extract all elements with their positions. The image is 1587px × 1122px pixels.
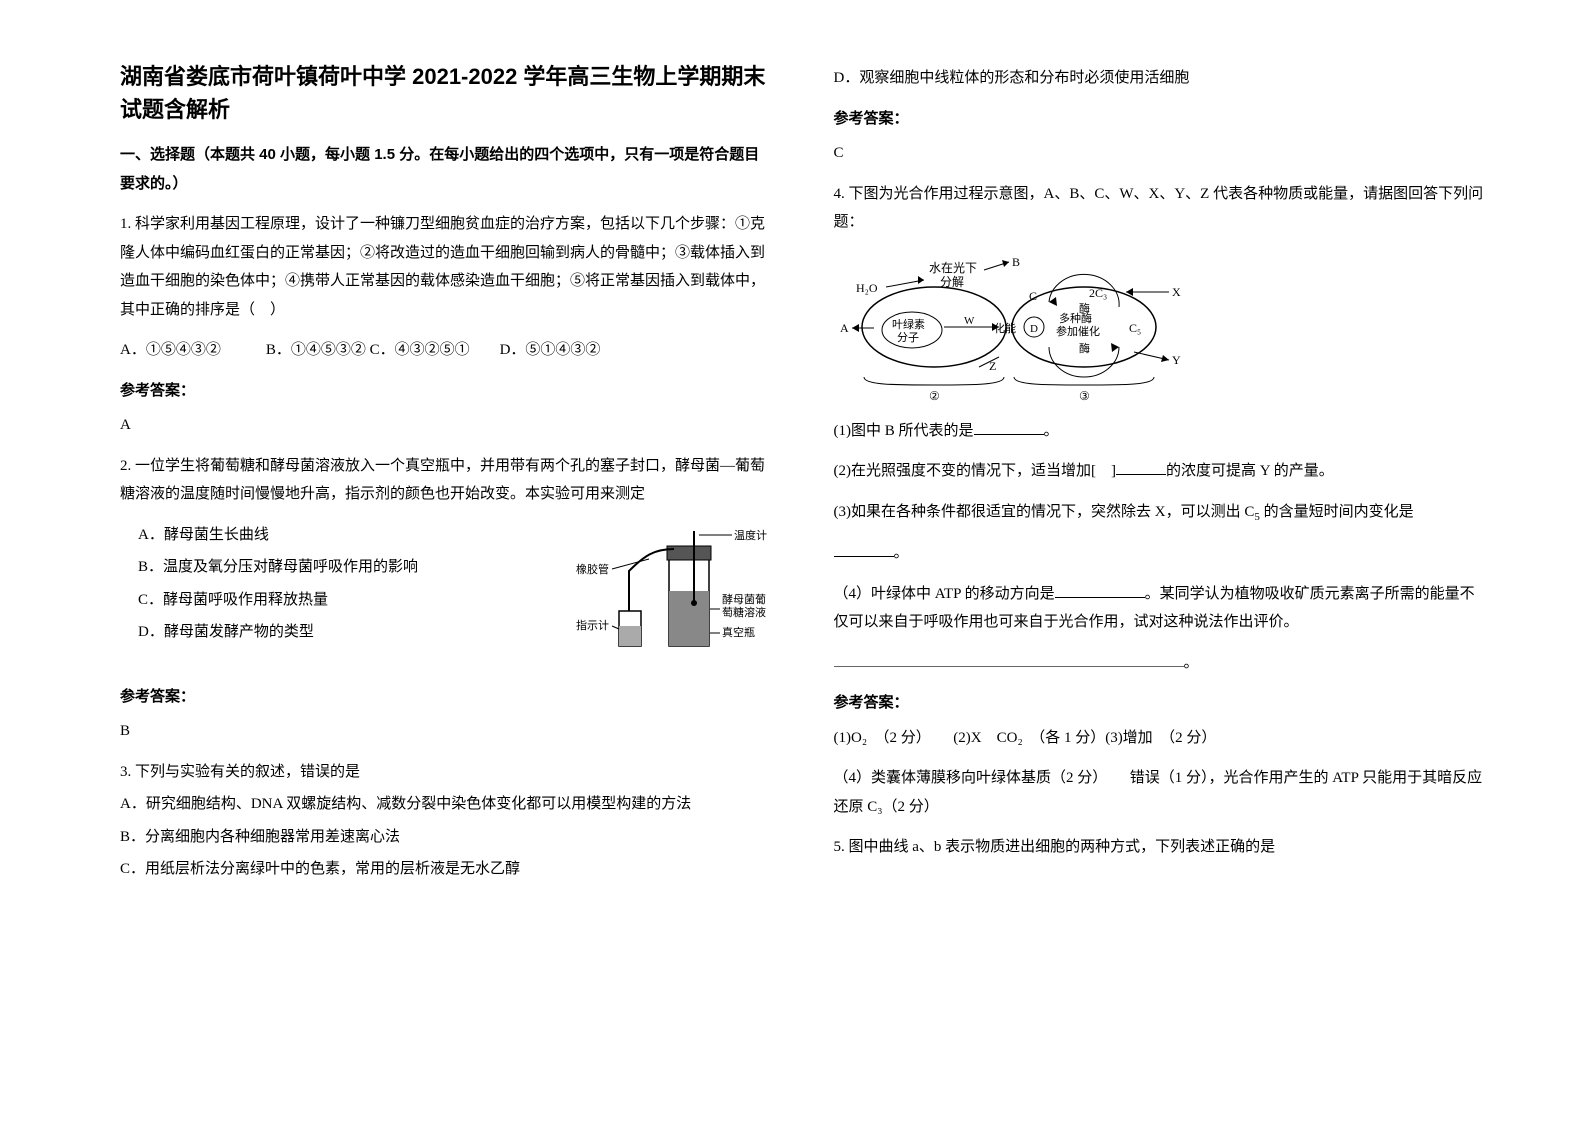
q3-optC: C．用纸层析法分离绿叶中的色素，常用的层析液是无水乙醇	[120, 855, 774, 884]
q4-figure: ② ③ H₂O 水在光下 分解 B C 2C₃ X A	[834, 252, 1184, 402]
svg-text:A: A	[840, 321, 849, 335]
q1-answer-label: 参考答案：	[120, 377, 774, 406]
section-count: 40	[259, 146, 276, 163]
q4-blank3	[834, 542, 894, 557]
left-column: 湖南省娄底市荷叶镇荷叶中学 2021-2022 学年高三生物上学期期末试题含解析…	[100, 60, 804, 1082]
fig-thermo-label: 温度计	[734, 528, 767, 542]
fig-vacuum-label: 真空瓶	[722, 625, 755, 639]
q3-optA: A．研究细胞结构、DNA 双螺旋结构、减数分裂中染色体变化都可以用模型构建的方法	[120, 790, 774, 819]
svg-text:C₅: C₅	[1129, 321, 1141, 335]
svg-text:叶绿素: 叶绿素	[892, 317, 925, 331]
q4-sub1: (1)图中 B 所代表的是 。	[834, 417, 1488, 446]
svg-text:X: X	[1172, 285, 1181, 299]
fig-glucose-label: 萄糖溶液	[722, 605, 766, 619]
svg-text:W: W	[964, 315, 975, 327]
q4-sub2-pre: (2)在光照强度不变的情况下，适当增加[ ]	[834, 463, 1116, 479]
q3-optD: D．观察细胞中线粒体的形态和分布时必须使用活细胞	[834, 64, 1488, 93]
q5-text: 5. 图中曲线 a、b 表示物质进出细胞的两种方式，下列表述正确的是	[834, 833, 1488, 862]
section-mid: 小题，每小题	[276, 146, 374, 163]
svg-text:分解: 分解	[940, 275, 964, 289]
q2-options-wrap: 橡胶管 指示计 温度计 酵母菌葡 萄糖溶液 真空瓶 A．酵母菌生长曲线 B．温度…	[120, 521, 774, 671]
q4-sub4: （4）叶绿体中 ATP 的移动方向是。某同学认为植物吸收矿质元素离子所需的能量不…	[834, 580, 1488, 637]
q4-answer-label: 参考答案：	[834, 689, 1488, 718]
q1-options: A．①⑤④③② B．①④⑤③② C．④③②⑤① D．⑤①④③②	[120, 336, 774, 365]
svg-text:Z: Z	[989, 359, 996, 373]
document-title: 湖南省娄底市荷叶镇荷叶中学 2021-2022 学年高三生物上学期期末试题含解析	[120, 60, 774, 126]
q4-answer1: (1)O₂ （2 分） (2)X CO₂ （各 1 分）(3)增加 （2 分）	[834, 724, 1488, 753]
svg-text:水在光下: 水在光下	[929, 261, 977, 275]
svg-text:参加催化: 参加催化	[1056, 324, 1100, 338]
q4-sub2-suf: 的浓度可提高 Y 的产量。	[1166, 463, 1334, 479]
q2-figure: 橡胶管 指示计 温度计 酵母菌葡 萄糖溶液 真空瓶	[574, 521, 774, 671]
section-score: 1.5	[374, 146, 395, 163]
q4-sub4-end: 。	[1184, 655, 1199, 671]
q2-answer: B	[120, 717, 774, 746]
svg-text:H₂O: H₂O	[856, 281, 878, 295]
q2-answer-label: 参考答案：	[120, 683, 774, 712]
svg-text:2C₃: 2C₃	[1089, 286, 1107, 300]
q4-text: 4. 下图为光合作用过程示意图，A、B、C、W、X、Y、Z 代表各种物质或能量，…	[834, 180, 1488, 237]
q4-sub1-pre: (1)图中 B 所代表的是	[834, 423, 974, 439]
svg-text:酶: 酶	[1079, 342, 1090, 355]
svg-text:C: C	[1029, 289, 1037, 303]
q1-answer: A	[120, 411, 774, 440]
svg-text:酶: 酶	[1079, 302, 1090, 315]
section-prefix: 一、选择题（本题共	[120, 146, 259, 163]
svg-text:分子: 分子	[897, 331, 919, 344]
svg-text:③: ③	[1079, 389, 1090, 402]
q4-blank4	[1055, 583, 1145, 598]
q4-sub2: (2)在光照强度不变的情况下，适当增加[ ] 的浓度可提高 Y 的产量。	[834, 457, 1488, 486]
fig-rubber-label: 橡胶管	[576, 562, 609, 576]
q4-sub4-pre: （4）叶绿体中 ATP 的移动方向是	[834, 586, 1055, 602]
svg-text:Y: Y	[1172, 353, 1181, 367]
q3-text: 3. 下列与实验有关的叙述，错误的是	[120, 758, 774, 787]
q4-answer2: （4）类囊体薄膜移向叶绿体基质（2 分） 错误（1 分），光合作用产生的 ATP…	[834, 764, 1488, 821]
svg-text:化能: 化能	[994, 321, 1016, 335]
q2-text: 2. 一位学生将葡萄糖和酵母菌溶液放入一个真空瓶中，并用带有两个孔的塞子封口，酵…	[120, 452, 774, 509]
fig-indicator-label: 指示计	[576, 618, 609, 632]
svg-text:B: B	[1012, 255, 1020, 269]
q4-sub3: (3)如果在各种条件都很适宜的情况下，突然除去 X，可以测出 C5 的含量短时间…	[834, 498, 1488, 528]
q3-answer-label: 参考答案：	[834, 105, 1488, 134]
right-column: D．观察细胞中线粒体的形态和分布时必须使用活细胞 参考答案： C 4. 下图为光…	[804, 60, 1508, 1082]
svg-text:②: ②	[929, 389, 940, 402]
q4-sub3-line2: 。	[834, 539, 1488, 568]
q4-sub3-suf: 的含量短时间内变化是	[1260, 504, 1414, 520]
q4-sub4-line2: 。	[834, 649, 1488, 678]
q1-text: 1. 科学家利用基因工程原理，设计了一种镰刀型细胞贫血症的治疗方案，包括以下几个…	[120, 210, 774, 324]
q3-answer: C	[834, 139, 1488, 168]
q4-sub3-pre: (3)如果在各种条件都很适宜的情况下，突然除去 X，可以测出 C	[834, 504, 1255, 520]
q4-blank2	[1116, 460, 1166, 475]
section-heading: 一、选择题（本题共 40 小题，每小题 1.5 分。在每小题给出的四个选项中，只…	[120, 141, 774, 198]
fig-yeast-label: 酵母菌葡	[722, 593, 766, 606]
q4-blank5	[834, 652, 1184, 667]
q4-sub3-end: 。	[894, 545, 909, 561]
q3-optB: B．分离细胞内各种细胞器常用差速离心法	[120, 823, 774, 852]
q4-sub1-suf: 。	[1044, 423, 1059, 439]
q4-blank1	[974, 420, 1044, 435]
svg-text:D: D	[1030, 323, 1038, 335]
